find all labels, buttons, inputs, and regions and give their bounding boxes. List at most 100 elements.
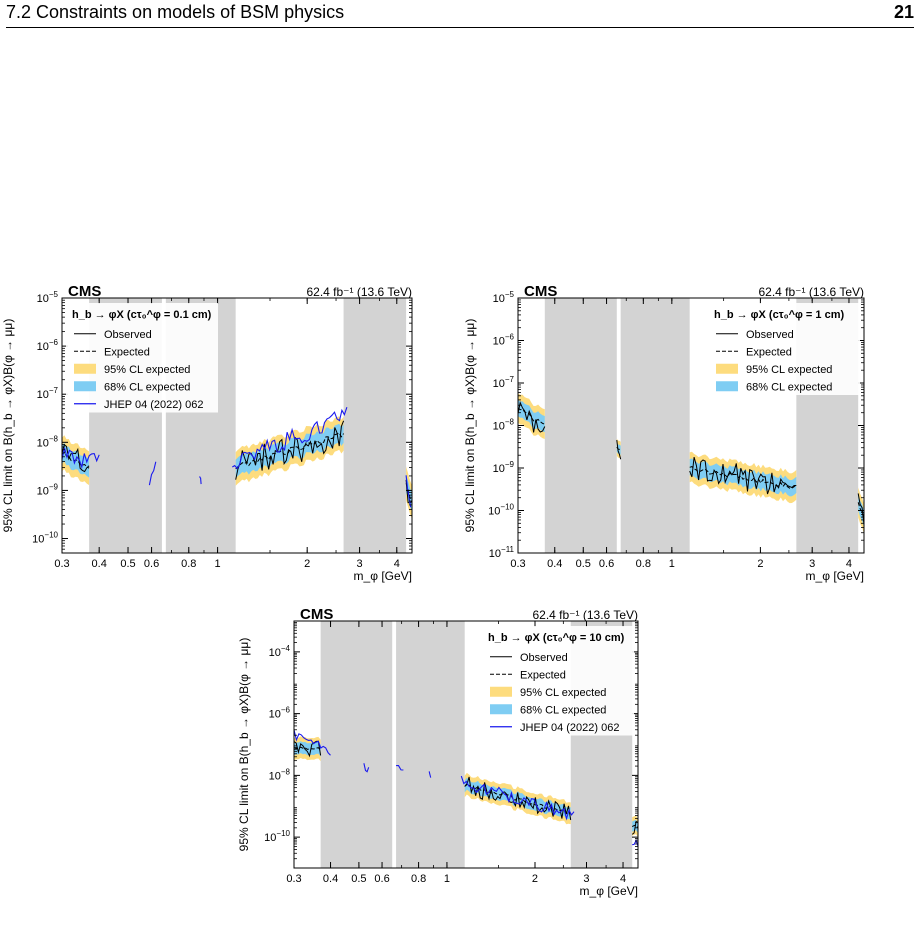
page-number: 21	[893, 2, 914, 22]
reference-curve-2	[396, 765, 404, 771]
y-tick-label: 10−8	[493, 418, 515, 433]
x-tick-label: 0.6	[374, 873, 389, 885]
x-axis-label: m_φ [GeV]	[580, 884, 638, 898]
y-tick-exponent: −8	[281, 767, 291, 776]
y-tick-exponent: −10	[276, 829, 290, 838]
x-tick-label: 0.4	[547, 558, 562, 570]
y-tick-exponent: −8	[49, 434, 59, 443]
y-tick-label: 10−10	[32, 531, 58, 546]
legend-entry-label: 95% CL expected	[104, 364, 190, 376]
limit-plot-ctau-10cm: 10−10 10−8 10−6 10−4 0.3 0.4 0.5 0.6 0.8 1 2 3 4 CMS 6…	[237, 606, 639, 898]
legend-entry-label: JHEP 04 (2022) 062	[520, 722, 619, 734]
legend-entry-label: JHEP 04 (2022) 062	[104, 399, 203, 411]
y-tick-exponent: −6	[281, 706, 291, 715]
axes-frame	[61, 297, 413, 554]
legend-entry-label: Observed	[520, 652, 568, 664]
x-tick-label: 0.5	[120, 558, 135, 570]
lumi-label: 62.4 fb⁻¹ (13.6 TeV)	[306, 285, 412, 299]
y-tick-exponent: −4	[281, 644, 291, 653]
x-tick-label: 1	[669, 558, 675, 570]
excluded-region-1	[620, 298, 690, 553]
legend-background	[482, 626, 634, 736]
reference-curve-4	[405, 475, 412, 508]
reference-curve-3	[232, 407, 348, 470]
x-tick-label: 0.8	[181, 558, 196, 570]
observed-line-0	[518, 401, 546, 433]
x-tick-label: 0.5	[576, 558, 591, 570]
legend-title: h_b → φX (cτ₀^φ = 0.1 cm)	[72, 309, 212, 321]
observed-line-0	[294, 740, 322, 758]
plot-area	[294, 621, 638, 868]
legend-entry-label: Expected	[520, 669, 566, 681]
y-tick-label: 10−7	[493, 375, 515, 390]
observed-line-2	[405, 479, 412, 504]
x-tick-label: 4	[846, 558, 852, 570]
x-tick-label: 0.8	[636, 558, 651, 570]
legend-entry-label: 68% CL expected	[746, 381, 832, 393]
y-tick-label: 10−6	[269, 706, 291, 721]
reference-curve-2	[199, 476, 202, 485]
y-tick-label: 10−9	[493, 460, 515, 475]
x-tick-label: 0.5	[351, 873, 366, 885]
expected-line-1	[235, 432, 345, 470]
reference-curve-5	[632, 839, 638, 847]
legend: h_b → φX (cτ₀^φ = 10 cm) Observed Expected…	[482, 626, 634, 736]
legend-background	[66, 303, 218, 413]
legend-entry-label: 68% CL expected	[520, 704, 606, 716]
y-axis-label: 95% CL limit on B(h_b → φX)B(φ → μμ)	[463, 319, 477, 533]
x-tick-label: 0.3	[286, 873, 301, 885]
lumi-label: 62.4 fb⁻¹ (13.6 TeV)	[532, 608, 638, 622]
x-axis-label: m_φ [GeV]	[354, 569, 412, 583]
legend-entry-label: Expected	[104, 346, 150, 358]
x-tick-label: 4	[394, 558, 400, 570]
x-tick-label: 0.3	[54, 558, 69, 570]
x-tick-label: 3	[357, 558, 363, 570]
y-tick-exponent: −6	[49, 338, 59, 347]
y-axis-label: 95% CL limit on B(h_b → φX)B(φ → μμ)	[1, 319, 15, 533]
y-tick-label: 10−11	[489, 545, 515, 560]
axes-frame	[293, 620, 639, 869]
x-tick-label: 1	[444, 873, 450, 885]
reference-curve-1	[363, 763, 370, 773]
legend-swatch-band95	[74, 363, 96, 374]
lumi-label: 62.4 fb⁻¹ (13.6 TeV)	[758, 285, 864, 299]
y-tick-exponent: −7	[505, 375, 515, 384]
page-header: 7.2 Constraints on models of BSM physics…	[6, 0, 914, 28]
legend-entry-label: Observed	[746, 329, 794, 341]
y-tick-label: 10−10	[264, 829, 290, 844]
observed-line-1	[616, 440, 622, 460]
y-tick-exponent: −9	[505, 460, 515, 469]
legend-swatch-band68	[490, 704, 512, 715]
reference-curve-1	[148, 461, 157, 486]
y-tick-exponent: −10	[500, 503, 514, 512]
excluded-region-0	[544, 298, 617, 553]
excluded-region-1	[396, 621, 465, 868]
y-tick-label: 10−6	[493, 333, 515, 348]
limit-plot-ctau-0p1cm: 10−10 10−9 10−8 10−7 10−6 10−5 0.3 0.4 0.5 0.6 0.8…	[1, 283, 413, 583]
excluded-region-0	[320, 621, 393, 868]
experiment-label: CMS	[524, 283, 557, 300]
legend-swatch-band68	[74, 381, 96, 392]
legend-title: h_b → φX (cτ₀^φ = 10 cm)	[488, 632, 625, 644]
y-tick-exponent: −6	[505, 333, 515, 342]
reference-curve-4	[460, 775, 575, 821]
x-tick-label: 1	[215, 558, 221, 570]
y-tick-label: 10−8	[269, 767, 291, 782]
observed-line-2	[689, 456, 797, 495]
y-tick-exponent: −5	[49, 290, 59, 299]
legend-swatch-band68	[716, 381, 738, 392]
x-axis-label: m_φ [GeV]	[806, 569, 864, 583]
x-tick-label: 0.4	[92, 558, 107, 570]
legend-entry-label: 95% CL expected	[746, 364, 832, 376]
observed-line-1	[464, 776, 572, 821]
x-tick-label: 2	[304, 558, 310, 570]
observed-line-1	[235, 420, 345, 480]
x-tick-label: 2	[532, 873, 538, 885]
x-tick-label: 3	[809, 558, 815, 570]
y-tick-exponent: −8	[505, 418, 515, 427]
legend-entry-label: 95% CL expected	[520, 687, 606, 699]
section-title: 7.2 Constraints on models of BSM physics	[6, 2, 345, 22]
x-tick-label: 0.4	[323, 873, 338, 885]
y-tick-exponent: −5	[505, 290, 515, 299]
excluded-region-2	[343, 298, 407, 553]
